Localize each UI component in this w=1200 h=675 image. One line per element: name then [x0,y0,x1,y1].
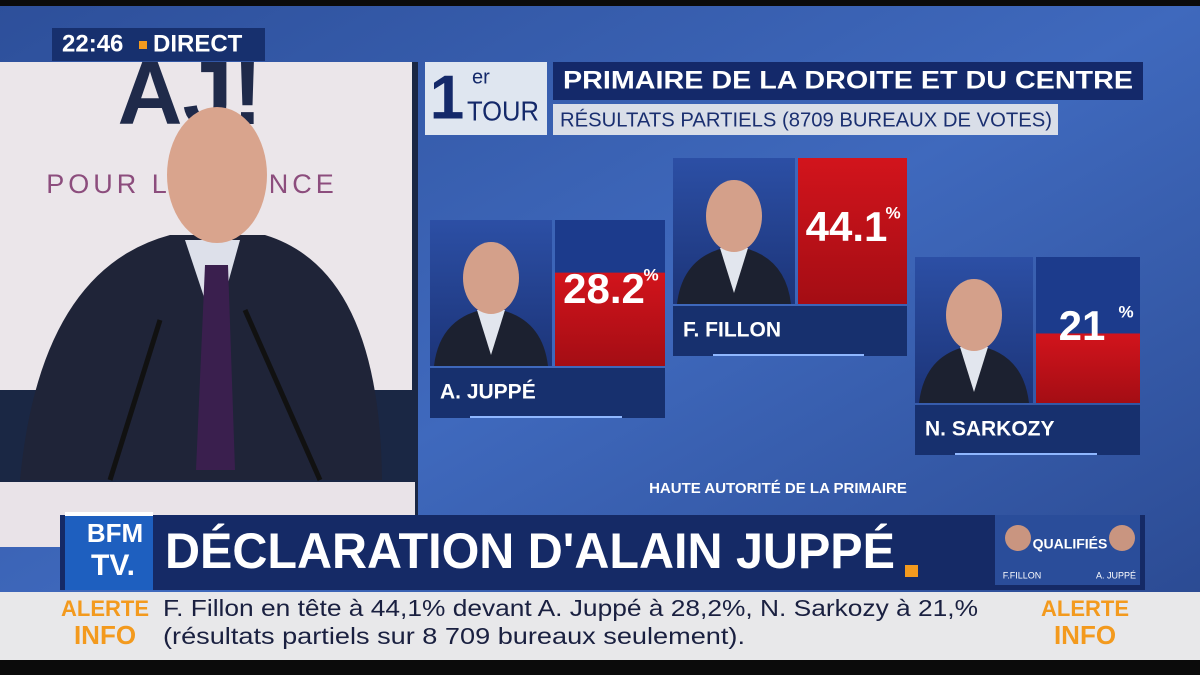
name-bar [673,306,907,356]
name-glow [955,453,1097,455]
round-number: 1 [430,63,464,132]
headline-bar [60,515,1145,590]
score-bar [1036,333,1140,403]
photo-head [706,180,762,252]
alert-line2: INFO [74,620,136,650]
candidate-name: N. SARKOZY [925,418,1055,441]
microphone [242,308,323,482]
results-source: HAUTE AUTORITÉ DE LA PRIMAIRE [649,480,907,497]
candidate-name: A. JUPPÉ [440,381,536,404]
round-word: TOUR [467,95,539,126]
photo-shirt [477,310,505,355]
speaker-tie [196,265,235,470]
name-bar [915,405,1140,455]
results-title: PRIMAIRE DE LA DROITE ET DU CENTRE [563,67,1133,95]
thumb-label: QUALIFIÉS [1033,536,1108,552]
title-bar [553,62,1143,100]
ticker-bar [0,592,1200,660]
alert-line2: INFO [1054,620,1116,650]
channel-logo-edge [65,512,153,516]
headline-dot [905,565,918,577]
video: AJ! POUR LA FRANCE [0,44,418,547]
score-value: 44.1 [806,203,888,250]
score-bar [555,272,665,366]
alert-line1: ALERTE [61,596,149,621]
top-band [0,0,1200,6]
bottom-band [0,660,1200,675]
score-value: 21 [1059,302,1106,349]
score-unit: % [885,203,900,222]
speaker-head [167,107,267,243]
clock-dot [139,41,147,49]
thumb-face [1109,525,1135,551]
candidate-name: F. FILLON [683,319,781,342]
subtitle-bar [553,104,1058,135]
ticker-line2: (résultats partiels sur 8 709 bureaux se… [163,623,745,649]
photo-head [463,242,519,314]
clock-label: DIRECT [153,30,243,57]
name-glow [713,354,864,356]
ticker-line1: F. Fillon en tête à 44,1% devant A. Jupp… [163,595,978,621]
clock-time: 22:46 [62,30,123,57]
thumb-left: F.FILLON [1003,570,1042,580]
channel-line2: TV. [91,549,135,582]
photo-shirt [960,347,988,392]
photo-shirt [720,248,748,293]
score-value: 28.2 [563,265,645,312]
microphone [107,319,163,481]
round-suffix: er [472,66,490,88]
thumb-right: A. JUPPÉ [1096,570,1136,580]
score-bar [798,158,907,304]
thumb-face [1005,525,1031,551]
results-subtitle: RÉSULTATS PARTIELS (8709 BUREAUX DE VOTE… [560,108,1052,131]
clock-box [52,28,265,61]
score-unit: % [643,265,658,284]
photo-head [946,279,1002,351]
name-glow [470,416,622,418]
channel-logo [65,512,153,590]
headline: DÉCLARATION D'ALAIN JUPPÉ [165,523,895,579]
round-box [425,62,547,135]
candidates: 28.2% A. JUPPÉ 44.1% F. FILLON 21 % N. SARKOZY [430,158,1140,455]
name-bar [430,368,665,418]
alert-line1: ALERTE [1041,596,1129,621]
channel-line1: BFM [87,518,143,548]
score-unit: % [1118,302,1133,321]
